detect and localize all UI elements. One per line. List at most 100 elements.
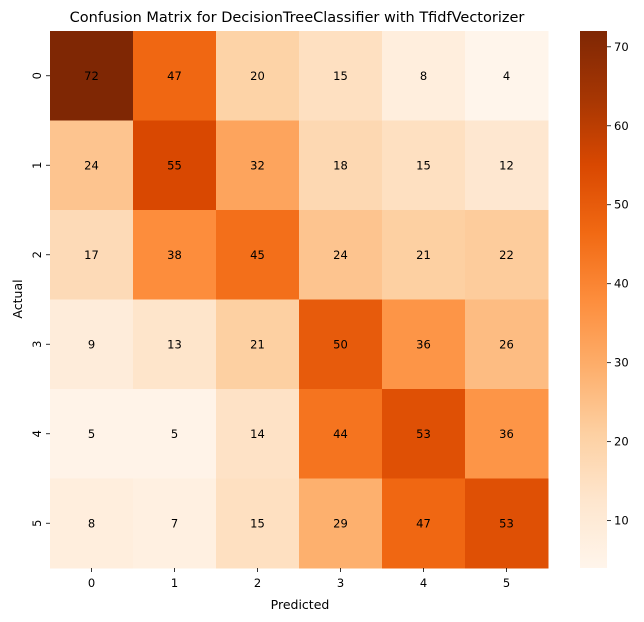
heatmap-cell-r0-c5: [465, 31, 549, 121]
cell-value-r5-c5: 53: [499, 516, 514, 530]
colorbar-tick-label: 30: [614, 356, 629, 370]
cell-value-r1-c2: 32: [250, 158, 265, 172]
cell-value-r4-c0: 5: [88, 427, 95, 441]
cell-value-r2-c5: 22: [499, 248, 514, 262]
cell-value-r0-c4: 8: [420, 69, 427, 83]
cell-value-r3-c0: 9: [88, 337, 95, 351]
heatmap-cell-r1-c3: [299, 120, 383, 211]
cell-value-r5-c3: 29: [333, 516, 348, 530]
cell-value-r3-c5: 26: [499, 337, 514, 351]
x-tick-label: 3: [337, 576, 344, 590]
cell-value-r1-c4: 15: [416, 158, 431, 172]
heatmap-cell-r5-c5: [465, 478, 549, 569]
colorbar-tick-label: 50: [614, 198, 629, 212]
y-tick-label: 5: [30, 520, 44, 527]
y-tick-label: 1: [30, 162, 44, 169]
heatmap-cell-r0-c2: [216, 31, 300, 121]
heatmap-cell-r4-c3: [299, 389, 383, 479]
heatmap-cell-r5-c4: [382, 478, 466, 569]
heatmap-cell-r1-c4: [382, 120, 466, 211]
y-tick-label: 3: [30, 341, 44, 348]
heatmap-cell-r5-c0: [50, 478, 134, 569]
heatmap-cell-r4-c2: [216, 389, 300, 479]
cell-value-r5-c1: 7: [171, 516, 178, 530]
colorbar-tick-label: 10: [614, 514, 629, 528]
heatmap-cell-r2-c3: [299, 210, 383, 300]
cell-value-r2-c3: 24: [333, 248, 348, 262]
y-tick-label: 0: [30, 72, 44, 79]
colorbar-tick-label: 70: [614, 40, 629, 54]
heatmap-cells: [50, 31, 549, 569]
colorbar-tick-label: 20: [614, 435, 629, 449]
cell-value-r5-c4: 47: [416, 516, 431, 530]
cell-value-r1-c0: 24: [84, 158, 99, 172]
y-tick-label: 2: [30, 251, 44, 258]
cell-value-r4-c3: 44: [333, 427, 348, 441]
cell-value-r0-c0: 72: [84, 69, 99, 83]
heatmap-cell-r1-c2: [216, 120, 300, 211]
cell-value-r2-c1: 38: [167, 248, 182, 262]
cell-value-r1-c1: 55: [167, 158, 182, 172]
heatmap-cell-r4-c5: [465, 389, 549, 479]
cell-value-r4-c1: 5: [171, 427, 178, 441]
cell-value-r4-c4: 53: [416, 427, 431, 441]
x-tick-label: 0: [88, 576, 95, 590]
cell-value-r5-c0: 8: [88, 516, 95, 530]
cell-value-r5-c2: 15: [250, 516, 265, 530]
heatmap-cell-r2-c4: [382, 210, 466, 300]
heatmap-cell-r3-c4: [382, 299, 466, 390]
cell-value-r3-c2: 21: [250, 337, 265, 351]
colorbar-tick-label: 40: [614, 277, 629, 291]
heatmap-cell-r0-c0: [50, 31, 134, 121]
y-axis-label: Actual: [10, 279, 25, 318]
cell-value-r2-c0: 17: [84, 248, 99, 262]
heatmap-cell-r3-c0: [50, 299, 134, 390]
y-tick-label: 4: [30, 430, 44, 437]
heatmap-cell-r5-c3: [299, 478, 383, 569]
heatmap-cell-r3-c1: [133, 299, 217, 390]
x-tick-label: 2: [254, 576, 261, 590]
cell-value-r4-c5: 36: [499, 427, 514, 441]
x-tick-label: 4: [420, 576, 427, 590]
y-axis-ticks: 0 1 2 3 4 5: [30, 72, 50, 527]
heatmap-cell-r1-c5: [465, 120, 549, 211]
heatmap-cell-r0-c3: [299, 31, 383, 121]
cell-value-r2-c2: 45: [250, 248, 265, 262]
heatmap-cell-r1-c0: [50, 120, 134, 211]
cell-value-r3-c1: 13: [167, 337, 182, 351]
cell-value-r1-c3: 18: [333, 158, 348, 172]
heatmap-cell-r2-c5: [465, 210, 549, 300]
heatmap-cell-r5-c2: [216, 478, 300, 569]
heatmap-cell-r4-c0: [50, 389, 134, 479]
heatmap-cell-r3-c3: [299, 299, 383, 390]
cell-value-r0-c2: 20: [250, 69, 265, 83]
heatmap-cell-r4-c4: [382, 389, 466, 479]
heatmap-cell-r1-c1: [133, 120, 217, 211]
heatmap-cell-r3-c2: [216, 299, 300, 390]
heatmap-cell-r2-c0: [50, 210, 134, 300]
heatmap-cell-r0-c1: [133, 31, 217, 121]
x-tick-label: 5: [503, 576, 510, 590]
chart-title: Confusion Matrix for DecisionTreeClassif…: [70, 10, 525, 26]
cell-value-r0-c5: 4: [503, 69, 510, 83]
cell-value-r0-c3: 15: [333, 69, 348, 83]
cell-value-r2-c4: 21: [416, 248, 431, 262]
x-axis-label: Predicted: [271, 597, 330, 612]
cell-value-r3-c4: 36: [416, 337, 431, 351]
heatmap-cell-r2-c1: [133, 210, 217, 300]
heatmap-cell-r2-c2: [216, 210, 300, 300]
colorbar-ticks: 10 20 30 40 50 60 70: [607, 40, 629, 528]
heatmap-cell-r4-c1: [133, 389, 217, 479]
cell-value-r1-c5: 12: [499, 158, 514, 172]
x-tick-label: 1: [171, 576, 178, 590]
cell-value-r4-c2: 14: [250, 427, 265, 441]
cell-value-r3-c3: 50: [333, 337, 348, 351]
cell-value-r0-c1: 47: [167, 69, 182, 83]
heatmap-cell-r0-c4: [382, 31, 466, 121]
heatmap-cell-r5-c1: [133, 478, 217, 569]
colorbar: [580, 31, 607, 568]
x-axis-ticks: 0 1 2 3 4 5: [88, 568, 510, 590]
colorbar-tick-label: 60: [614, 119, 629, 133]
